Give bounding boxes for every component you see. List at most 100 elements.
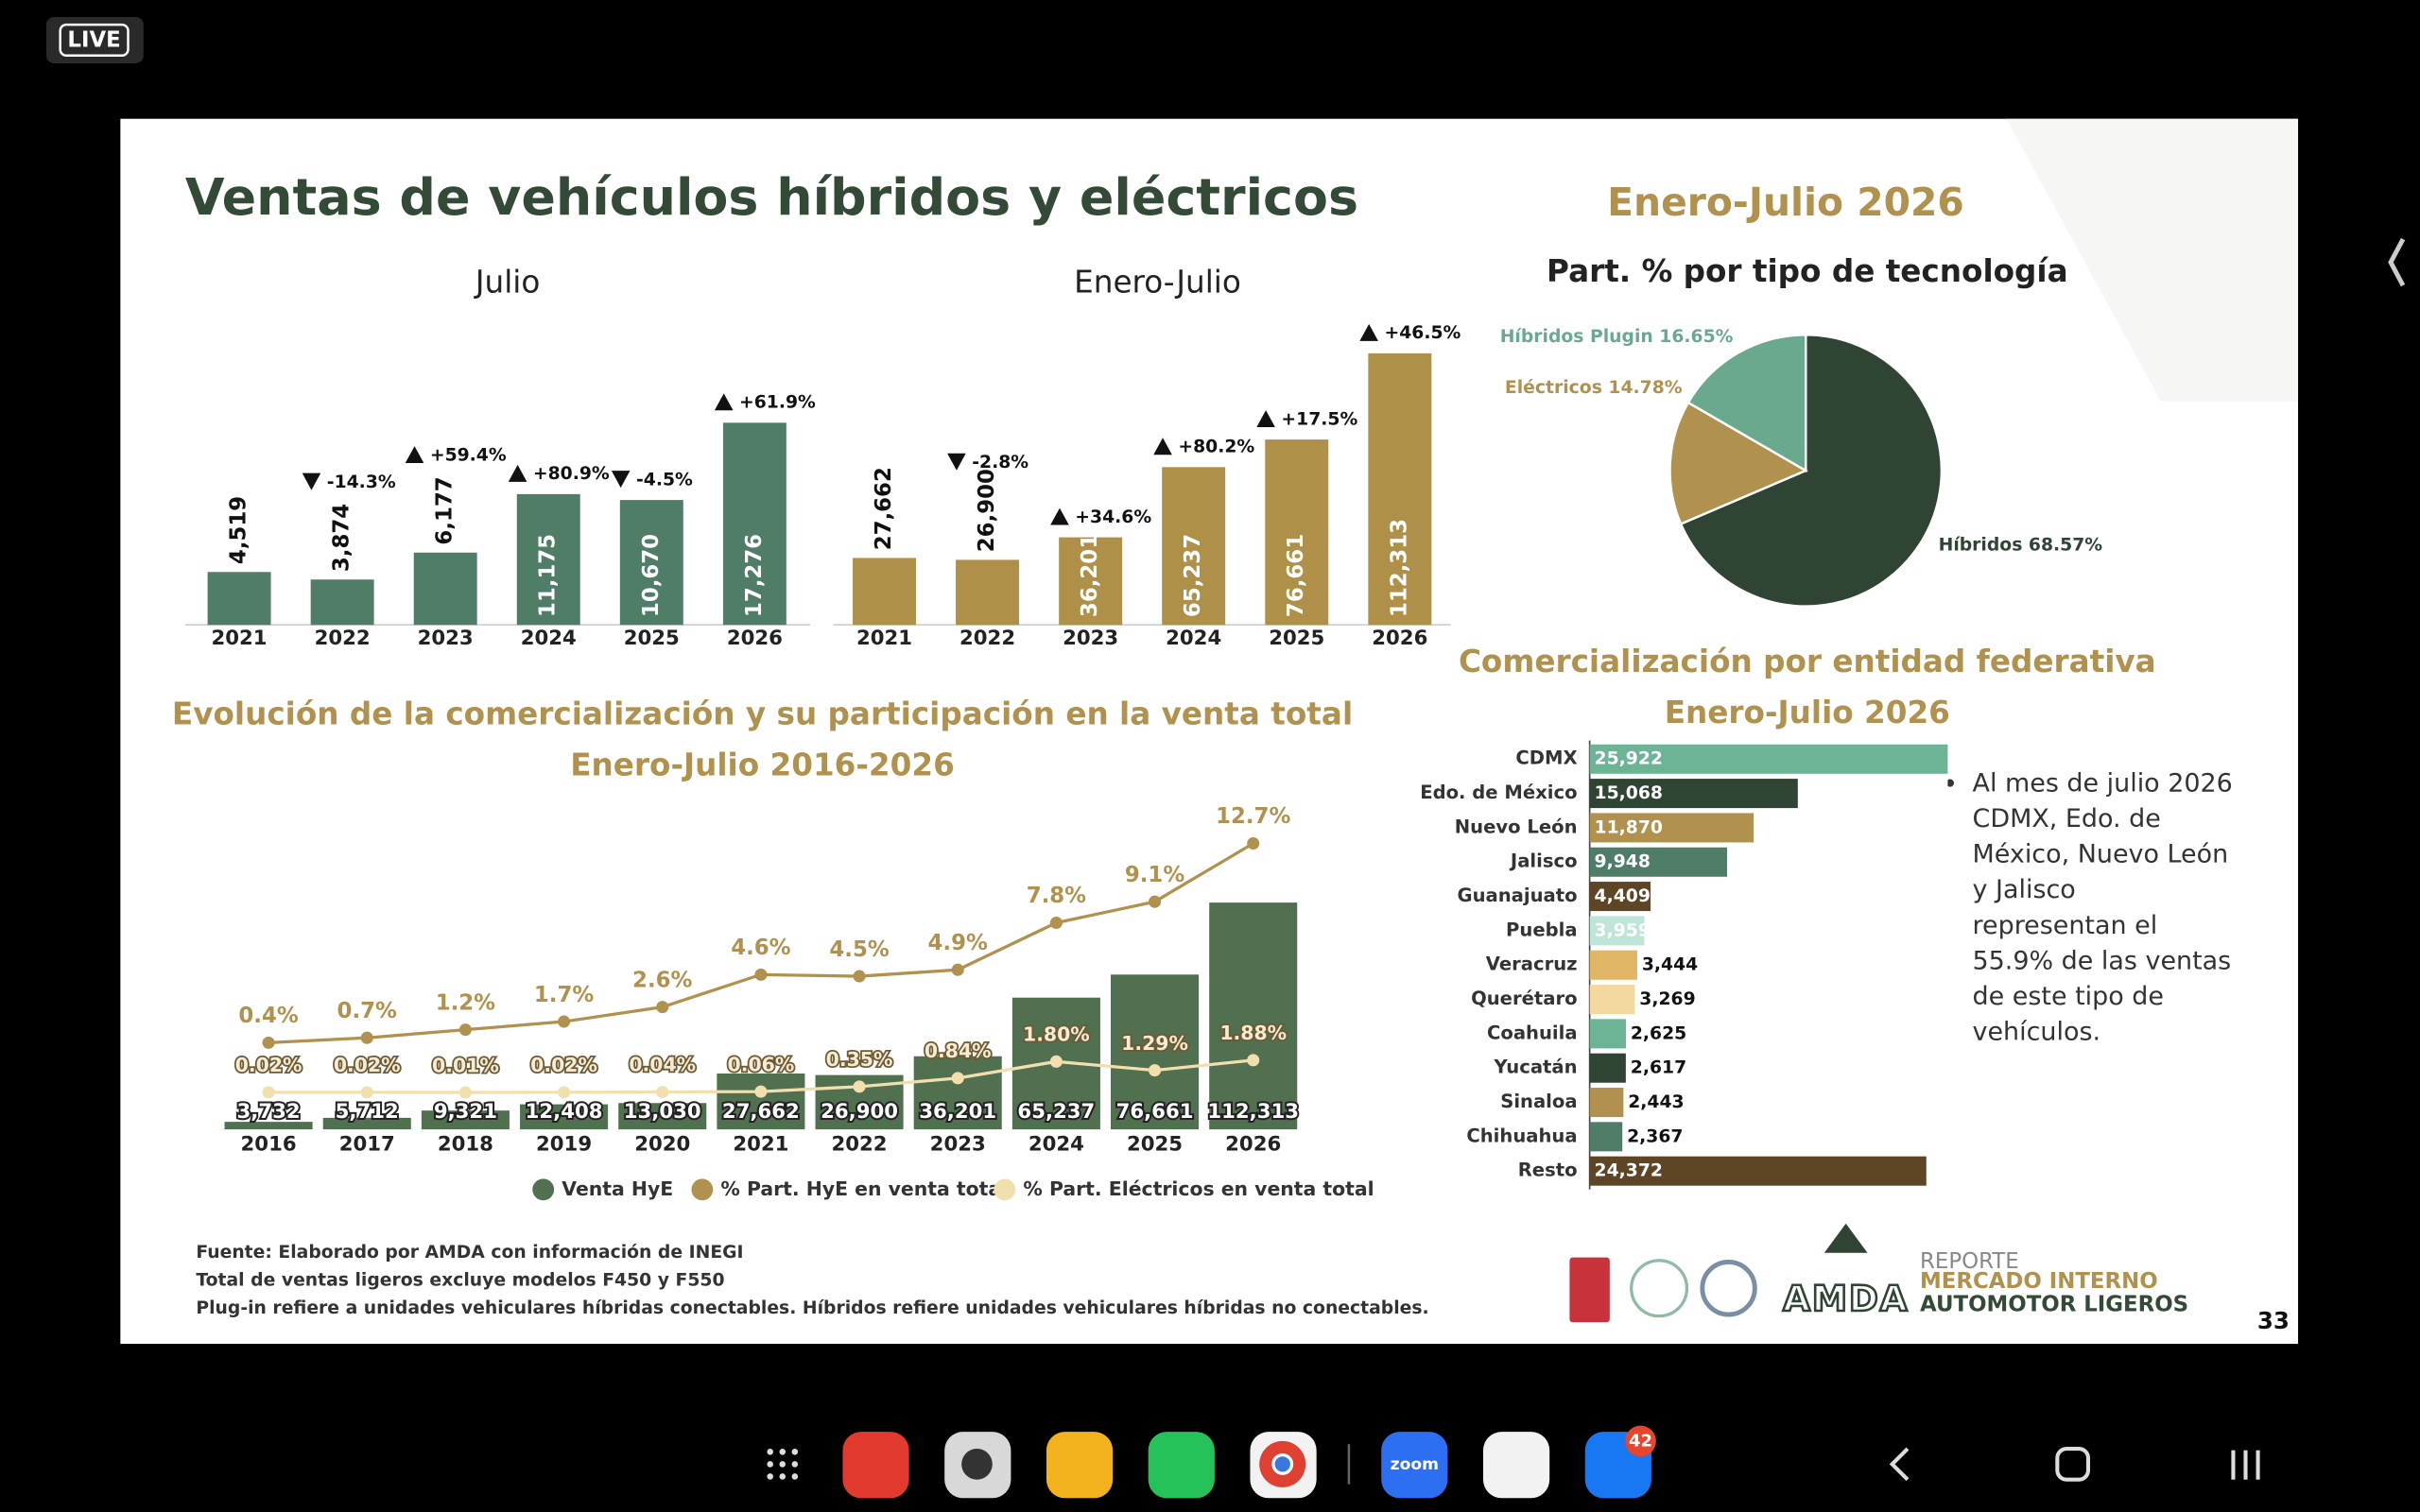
point-label: 2.6%: [632, 968, 692, 992]
side-handle[interactable]: [2388, 237, 2406, 287]
page-number: 33: [2257, 1307, 2290, 1334]
y-tick-label: Sinaloa: [1500, 1091, 1577, 1112]
gptw-logo: [1569, 1257, 1610, 1323]
point-label: 0.84%: [925, 1040, 992, 1062]
cert-logo: [1700, 1260, 1757, 1317]
value-label: 4,519: [227, 496, 251, 564]
value-label: 3,269: [1639, 989, 1695, 1009]
seal-logo: [1630, 1259, 1689, 1318]
point-label: 0.02%: [334, 1054, 401, 1076]
brand: AMDA: [1783, 1278, 1909, 1319]
bar: [1589, 916, 1645, 946]
bar-value-label: 112,313: [1207, 1100, 1299, 1124]
line-point: [656, 1001, 669, 1014]
nav-recents[interactable]: [2231, 1450, 2260, 1480]
y-tick-label: Yucatán: [1494, 1057, 1578, 1078]
legend-label: % Part. HyE en venta total: [720, 1177, 1008, 1200]
amda-mark: [1824, 1223, 1868, 1253]
bar-value-label: 76,661: [1116, 1100, 1194, 1124]
y-tick-label: CDMX: [1515, 747, 1577, 769]
bar: [322, 1117, 411, 1130]
point-label: 12.7%: [1216, 804, 1290, 829]
bar-value-label: 27,662: [722, 1100, 800, 1124]
value-label: 36,201: [1078, 534, 1102, 617]
app-icon[interactable]: [1148, 1432, 1215, 1499]
app-icon[interactable]: [1482, 1432, 1550, 1499]
line-point: [1247, 836, 1260, 850]
bar: [956, 559, 1020, 626]
legend-label: Venta HyE: [562, 1177, 673, 1200]
bar: [913, 1056, 1002, 1130]
legend-swatch: [532, 1178, 555, 1201]
x-tick-label: 2026: [1372, 627, 1427, 650]
bar: [1589, 813, 1754, 843]
bar: [1368, 352, 1432, 626]
bar: [1265, 439, 1329, 626]
chart-title: Evolución de la comercialización y su pa…: [172, 696, 1353, 732]
chart-subtitle: Enero-Julio 2016-2026: [570, 747, 955, 782]
x-tick-label: 2016: [241, 1132, 297, 1156]
bar: [1589, 1088, 1624, 1118]
bar: [1589, 744, 1948, 774]
nav-back[interactable]: [1889, 1447, 1910, 1482]
chart-title: Julio: [474, 264, 540, 300]
chart-title: Enero-Julio 2026: [1607, 180, 1964, 225]
point-label: 7.8%: [1027, 884, 1086, 908]
line-point: [951, 1072, 964, 1085]
x-tick-label: 2023: [1063, 627, 1118, 650]
value-label: 2,367: [1627, 1126, 1683, 1146]
value-label: 27,662: [872, 467, 896, 550]
line-point: [656, 1085, 669, 1099]
app-icon[interactable]: [1381, 1432, 1448, 1499]
slice-label: Híbridos 68.57%: [1939, 535, 2103, 555]
bar: [1589, 950, 1637, 980]
bar: [413, 552, 477, 626]
y-tick-label: Nuevo León: [1455, 816, 1578, 837]
bar: [1589, 1156, 1927, 1186]
y-tick-label: Puebla: [1506, 919, 1578, 940]
bar: [1589, 1122, 1623, 1152]
bar-value-label: 26,900: [821, 1100, 898, 1124]
nav-home[interactable]: [2055, 1447, 2091, 1482]
x-tick-label: 2025: [1127, 1132, 1183, 1156]
change-label: +34.6%: [1075, 507, 1151, 527]
line-point: [853, 1080, 866, 1093]
x-tick-label: 2018: [438, 1132, 493, 1156]
x-tick-label: 2024: [1028, 1132, 1084, 1156]
y-tick-label: Veracruz: [1486, 954, 1578, 975]
footer-line: Total de ventas ligeros excluye modelos …: [196, 1271, 724, 1291]
value-label: 24,372: [1595, 1161, 1663, 1181]
apps-grid[interactable]: [767, 1449, 799, 1480]
bar: [1589, 779, 1798, 809]
line-point: [558, 1015, 571, 1028]
x-tick-label: 2022: [959, 627, 1015, 650]
point-label: 1.80%: [1023, 1023, 1090, 1046]
chart-subtitle: Enero-Julio 2026: [1665, 695, 1950, 730]
bar: [1111, 974, 1200, 1130]
slice-value: 16.65%: [1659, 326, 1733, 346]
change-label: -2.8%: [972, 453, 1028, 472]
change-label: +80.2%: [1178, 438, 1254, 457]
bar: [619, 500, 683, 626]
bar-value-label: 3,732: [237, 1100, 301, 1124]
change-label: +80.9%: [533, 464, 610, 484]
app-icon[interactable]: [842, 1432, 909, 1499]
footer-line: Fuente: Elaborado por AMDA con informaci…: [196, 1243, 743, 1263]
live-frame: [59, 23, 130, 57]
note-list: Al mes de julio 2026 CDMX, Edo. de Méxic…: [1947, 765, 2233, 1049]
change-arrow: [405, 446, 424, 464]
point-label: 0.4%: [238, 1004, 298, 1028]
x-tick-label: 2025: [624, 627, 680, 650]
line-point: [458, 1023, 472, 1037]
x-tick-label: 2025: [1269, 627, 1324, 650]
value-label: 2,625: [1631, 1023, 1686, 1043]
app-icon[interactable]: [1046, 1432, 1114, 1499]
bar: [1059, 537, 1123, 626]
slice-category: Eléctricos: [1505, 377, 1602, 397]
x-tick-label: 2026: [1225, 1132, 1281, 1156]
change-arrow: [508, 464, 527, 482]
value-label: 76,661: [1284, 534, 1308, 617]
live-badge: [45, 16, 144, 63]
